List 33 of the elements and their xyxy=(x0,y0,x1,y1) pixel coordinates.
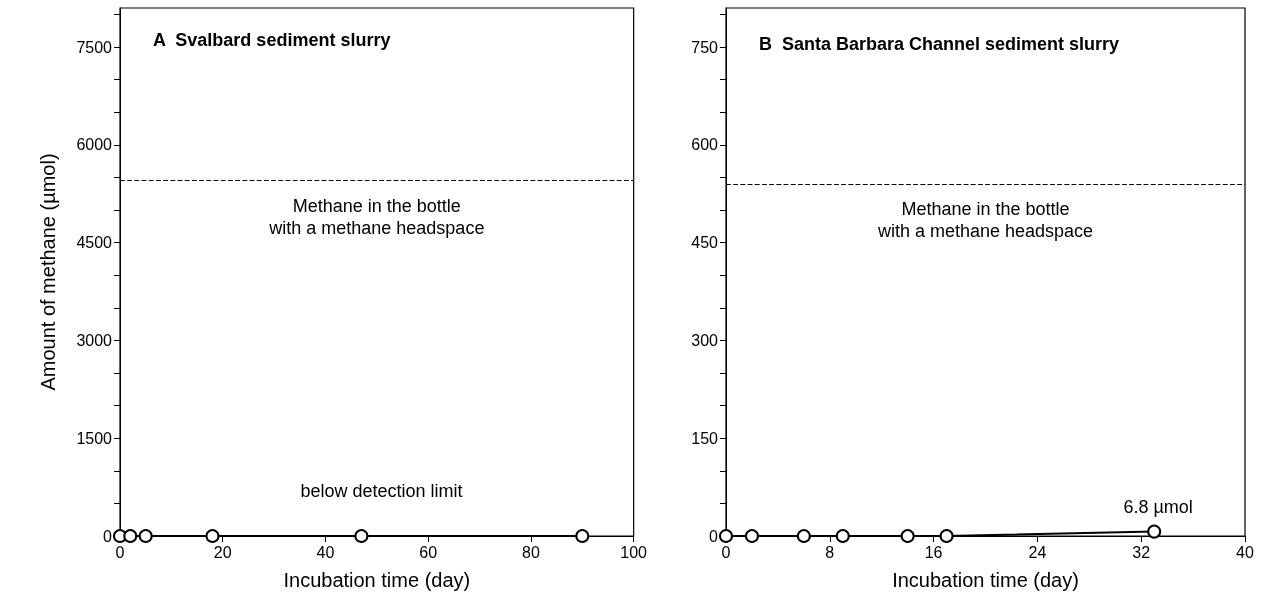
y-tick-label: 0 xyxy=(103,527,113,545)
x-axis-title: Incubation time (day) xyxy=(283,569,471,591)
x-tick-label: 100 xyxy=(620,543,648,561)
y-tick-label: 600 xyxy=(691,136,719,154)
x-tick-label: 40 xyxy=(316,543,335,561)
x-tick-label: 40 xyxy=(1236,543,1254,561)
y-tick-label: 750 xyxy=(691,38,719,56)
x-tick-label: 0 xyxy=(721,543,731,561)
y-tick-label: 3000 xyxy=(76,331,113,349)
annotation: 6.8 µmol xyxy=(1123,496,1193,517)
ref-line-label: Methane in the bottle with a methane headspace xyxy=(876,199,1094,241)
x-tick-label: 0 xyxy=(115,543,125,561)
x-tick-label: 24 xyxy=(1028,543,1047,561)
x-tick-label: 16 xyxy=(924,543,943,561)
x-axis-title: Incubation time (day) xyxy=(892,569,1079,591)
y-tick-label: 150 xyxy=(691,429,719,447)
y-tick-label: 4500 xyxy=(76,234,113,252)
annotation: below detection limit xyxy=(300,481,463,501)
y-tick-label: 450 xyxy=(691,234,719,252)
x-tick-label: 60 xyxy=(419,543,438,561)
x-tick-label: 80 xyxy=(522,543,540,561)
x-tick-label: 20 xyxy=(213,543,232,561)
x-tick-label: 8 xyxy=(825,543,835,561)
ref-line-label: Methane in the bottle with a methane headspace xyxy=(268,195,485,238)
x-tick-label: 32 xyxy=(1132,543,1151,561)
y-tick-label: 1500 xyxy=(76,429,113,447)
text: A Svalbard sediment slurry xyxy=(153,30,391,50)
text: B Santa Barbara Channel sediment slurry xyxy=(759,34,1120,54)
y-tick-label: 0 xyxy=(709,527,719,545)
y-tick-label: 6000 xyxy=(76,136,113,154)
y-tick-label: 7500 xyxy=(76,38,113,56)
y-tick-label: 300 xyxy=(691,331,719,349)
y-axis-title: Amount of methane (µmol) xyxy=(37,153,59,391)
